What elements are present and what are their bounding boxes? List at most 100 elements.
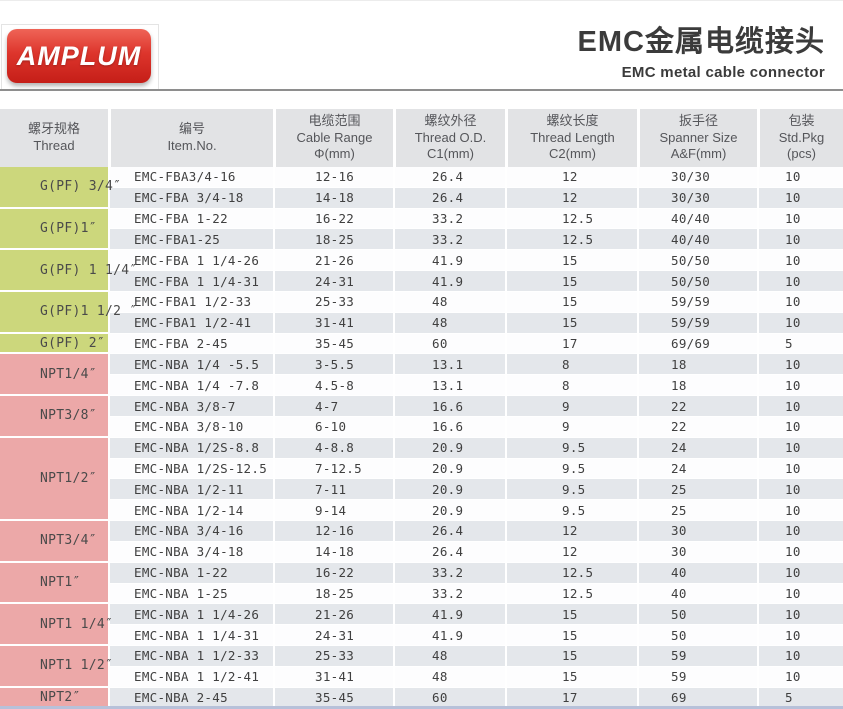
pkg-cell: 10 [757, 354, 843, 376]
cable-range-cell: 24-31 [273, 625, 393, 647]
spanner-size-cell: 59 [637, 646, 757, 667]
thread-od-cell: 33.2 [393, 562, 505, 584]
spanner-size-cell: 22 [637, 396, 757, 417]
item-no-cell: EMC-NBA 1/4 -7.8 [108, 375, 273, 397]
thread-od-cell: 16.6 [393, 416, 505, 438]
table-row: EMC-NBA 1 1/2-41 31-41 48 15 59 10 [0, 666, 843, 688]
thread-od-cell: 13.1 [393, 375, 505, 397]
item-no-cell: EMC-NBA 1 1/4-31 [108, 625, 273, 647]
thread-od-cell: 33.2 [393, 229, 505, 251]
pkg-cell: 10 [757, 500, 843, 522]
pkg-cell: 10 [757, 167, 843, 188]
thread-length-cell: 12.5 [505, 562, 637, 584]
column-header: 包装 Std.Pkg (pcs) [757, 109, 843, 167]
table-row: G(PF) 2″ EMC-FBA 2-45 35-45 60 17 69/69 5 [0, 333, 843, 355]
pkg-cell: 10 [757, 187, 843, 209]
thread-od-cell: 41.9 [393, 625, 505, 647]
column-header: 螺纹长度 Thread Length C2(mm) [505, 109, 637, 167]
item-no-cell: EMC-NBA 3/4-16 [108, 521, 273, 542]
spanner-size-cell: 22 [637, 416, 757, 438]
thread-od-cell: 33.2 [393, 583, 505, 605]
thread-group-cell: NPT1″ [0, 562, 108, 605]
table-row: G(PF)1 1/2 ″ EMC-FBA1 1/2-33 25-33 48 15 59/5… [0, 291, 843, 334]
thread-length-cell: 12.5 [505, 229, 637, 251]
pkg-cell: 10 [757, 250, 843, 272]
table-row: EMC-FBA1-25 18-25 33.2 12.5 40/40 10 [0, 229, 843, 251]
cable-range-cell: 9-14 [273, 500, 393, 522]
spanner-size-cell: 50 [637, 625, 757, 647]
cable-range-cell: 25-33 [273, 646, 393, 667]
table-row: NPT1/4″ EMC-NBA 1/4 -5.5 3-5.5 13.1 8 18 10 [0, 354, 843, 397]
item-no-cell: EMC-FBA1-25 [108, 229, 273, 251]
item-no-cell: EMC-NBA 1 1/2-41 [108, 666, 273, 688]
thread-od-cell: 26.4 [393, 521, 505, 542]
cable-range-cell: 31-41 [273, 312, 393, 334]
table-row: EMC-NBA 1-25 18-25 33.2 12.5 40 10 [0, 583, 843, 605]
item-no-cell: EMC-FBA 1-22 [108, 208, 273, 230]
page-header: EMC金属电缆接头 EMC metal cable connector [578, 26, 825, 81]
spanner-size-cell: 40 [637, 562, 757, 584]
header-divider [0, 89, 843, 91]
spanner-size-cell: 40/40 [637, 229, 757, 251]
item-no-cell: EMC-NBA 3/4-18 [108, 541, 273, 563]
thread-od-cell: 20.9 [393, 479, 505, 501]
cable-range-cell: 4.5-8 [273, 375, 393, 397]
item-no-cell: EMC-NBA 1/2S-8.8 [108, 437, 273, 459]
thread-length-cell: 12 [505, 521, 637, 542]
spanner-size-cell: 50/50 [637, 250, 757, 272]
cable-range-cell: 12-16 [273, 521, 393, 542]
pkg-cell: 10 [757, 375, 843, 397]
cable-range-cell: 12-16 [273, 167, 393, 188]
thread-length-cell: 8 [505, 375, 637, 397]
spanner-size-cell: 59/59 [637, 291, 757, 313]
thread-od-cell: 16.6 [393, 396, 505, 417]
pkg-cell: 10 [757, 416, 843, 438]
spec-table: 螺牙规格 Thread 编号 Item.No. 电缆范围 Cable Range Φ(mm)… [0, 109, 843, 709]
item-no-cell: EMC-NBA 2-45 [108, 687, 273, 709]
table-row: NPT2″ EMC-NBA 2-45 35-45 60 17 69 5 [0, 687, 843, 709]
thread-od-cell: 13.1 [393, 354, 505, 376]
thread-od-cell: 48 [393, 312, 505, 334]
spanner-size-cell: 50/50 [637, 271, 757, 292]
cable-range-cell: 14-18 [273, 541, 393, 563]
column-header: 螺牙规格 Thread [0, 109, 108, 167]
table-row: EMC-NBA 3/4-18 14-18 26.4 12 30 10 [0, 541, 843, 563]
table-row: G(PF)1″ EMC-FBA 1-22 16-22 33.2 12.5 40/40 10 [0, 208, 843, 251]
table-row: NPT3/4″ EMC-NBA 3/4-16 12-16 26.4 12 30 10 [0, 521, 843, 563]
thread-od-cell: 41.9 [393, 604, 505, 626]
spanner-size-cell: 18 [637, 375, 757, 397]
cable-range-cell: 6-10 [273, 416, 393, 438]
spanner-size-cell: 59/59 [637, 312, 757, 334]
thread-length-cell: 9.5 [505, 437, 637, 459]
pkg-cell: 10 [757, 604, 843, 626]
cable-range-cell: 25-33 [273, 291, 393, 313]
table-row: EMC-NBA 1/2-14 9-14 20.9 9.5 25 10 [0, 500, 843, 522]
page-title-en: EMC metal cable connector [621, 63, 825, 81]
table-row: EMC-FBA 3/4-18 14-18 26.4 12 30/30 10 [0, 187, 843, 209]
thread-group-cell: G(PF) 3/4″ [0, 167, 121, 209]
table-row: EMC-NBA 1/4 -7.8 4.5-8 13.1 8 18 10 [0, 375, 843, 397]
thread-od-cell: 26.4 [393, 187, 505, 209]
item-no-cell: EMC-NBA 1-22 [108, 562, 273, 584]
pkg-cell: 10 [757, 646, 843, 667]
item-no-cell: EMC-NBA 1/2-14 [108, 500, 273, 522]
table-row: EMC-FBA 1 1/4-31 24-31 41.9 15 50/50 10 [0, 271, 843, 292]
cable-range-cell: 21-26 [273, 604, 393, 626]
cable-range-cell: 16-22 [273, 208, 393, 230]
item-no-cell: EMC-FBA3/4-16 [108, 167, 273, 188]
thread-length-cell: 12.5 [505, 208, 637, 230]
thread-length-cell: 15 [505, 250, 637, 272]
thread-length-cell: 9.5 [505, 500, 637, 522]
table-row: NPT1″ EMC-NBA 1-22 16-22 33.2 12.5 40 10 [0, 562, 843, 605]
thread-group-cell: NPT2″ [0, 687, 108, 709]
item-no-cell: EMC-FBA 1 1/4-26 [108, 250, 273, 272]
table-row: G(PF) 1 1/4″ EMC-FBA 1 1/4-26 21-26 41.9 15 5… [0, 250, 843, 292]
thread-group-cell: NPT1 1/4″ [0, 604, 113, 647]
thread-group-cell: G(PF)1″ [0, 208, 108, 251]
item-no-cell: EMC-NBA 1 1/2-33 [108, 646, 273, 667]
thread-od-cell: 48 [393, 646, 505, 667]
thread-group-cell: NPT1 1/2″ [0, 646, 113, 688]
spanner-size-cell: 50 [637, 604, 757, 626]
spanner-size-cell: 25 [637, 479, 757, 501]
